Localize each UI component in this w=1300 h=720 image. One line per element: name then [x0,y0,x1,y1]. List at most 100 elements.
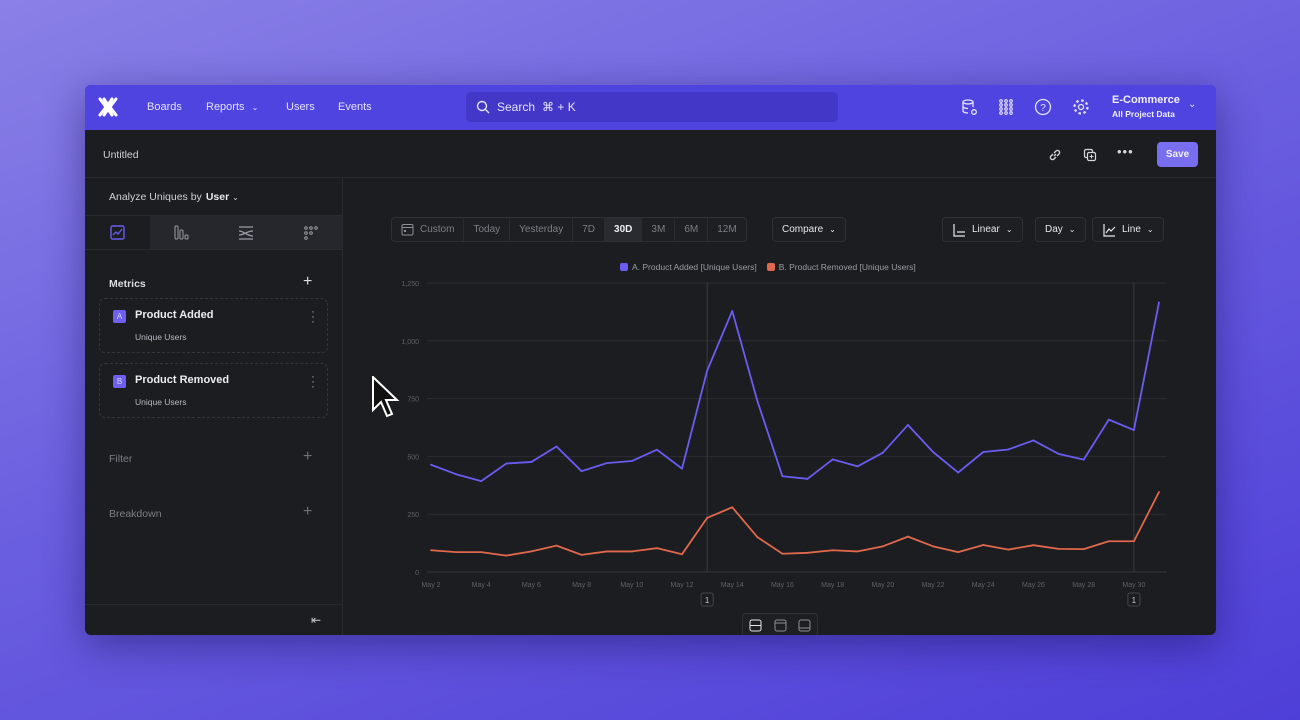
flows-icon [239,226,254,240]
layout-chart-button[interactable] [768,614,793,635]
range-7d[interactable]: 7D [573,218,606,241]
chevron-down-icon: ⌄ [1005,225,1013,234]
metric-card-b[interactable]: B Product Removed Unique Users · · · [99,363,328,418]
y-tick-label: 0 [415,570,419,577]
search-icon [476,100,490,114]
data-point [957,551,960,554]
axis-icon [953,223,965,237]
line-chart: 0 250 500 750 1,000 1,250 May 2 May 4 May 6 May 8… [401,281,1167,607]
data-point [781,475,784,478]
range-12m[interactable]: 12M [717,224,737,235]
scale-dropdown[interactable]: Linear ⌄ [942,217,1023,242]
data-point [1132,540,1135,543]
svg-text:?: ? [1040,103,1046,114]
data-point [555,544,558,547]
legend-item-b[interactable]: B. Product Removed [Unique Users] [766,262,916,272]
range-label: Custom [420,224,455,235]
data-point [731,506,734,509]
data-point [630,460,633,462]
metric-measure[interactable]: Unique Users [135,332,187,342]
nav-boards[interactable]: Boards [147,101,182,113]
help-icon[interactable]: ? [1034,98,1052,116]
tab-retention[interactable] [278,216,343,249]
project-switcher[interactable]: E-Commerce All Project Data [1112,94,1180,119]
data-point [580,470,583,473]
search-label: Search [497,100,536,114]
report-title[interactable]: Untitled [103,149,139,161]
save-button[interactable]: Save [1157,142,1198,167]
project-scope: All Project Data [1112,109,1175,119]
data-point [806,477,809,480]
apps-grid-icon[interactable] [997,98,1015,116]
data-point [1158,301,1160,304]
x-tick-label: May 2 [421,582,440,589]
data-point [1158,491,1160,493]
data-point [430,463,432,466]
date-range-selector: Custom Today Yesterday 7D 30D 3M 6M 12M [391,217,747,242]
duplicate-icon[interactable] [1083,148,1097,162]
nav-reports[interactable]: Reports ⌄ [206,101,258,113]
chevron-down-icon[interactable]: ⌄ [1188,99,1197,110]
data-point [932,545,934,548]
layout-table-button[interactable] [792,614,817,635]
data-point [630,550,633,553]
database-settings-icon[interactable] [960,98,978,116]
tab-flows[interactable] [214,216,279,249]
data-point [856,465,859,468]
x-tick-label: May 22 [922,582,945,589]
data-point [1007,448,1010,451]
add-metric-icon[interactable]: + [303,273,313,290]
top-nav: Boards Reports ⌄ Users Events Search ⌘ +… [85,85,1216,130]
data-point [1082,548,1085,551]
compare-button[interactable]: Compare ⌄ [772,217,846,242]
kebab-menu-icon[interactable]: · · · [311,304,315,328]
data-point [706,369,709,372]
chart-type-dropdown[interactable]: Line ⌄ [1092,217,1164,242]
x-tick-label: May 12 [671,582,694,589]
link-icon[interactable] [1048,148,1062,162]
analyze-by-selector[interactable]: Analyze Uniques by User ⌄ [109,191,239,203]
compare-label: Compare [782,224,824,235]
data-point [455,551,458,554]
range-yesterday[interactable]: Yesterday [510,218,574,241]
x-tick-label: May 14 [721,582,744,589]
interval-dropdown[interactable]: Day ⌄ [1035,217,1086,242]
nav-reports-label: Reports [206,101,245,113]
range-custom[interactable]: Custom [392,218,465,241]
add-breakdown-icon[interactable]: + [303,503,313,520]
tab-funnels[interactable] [149,216,214,249]
data-point [580,553,583,556]
nav-users[interactable]: Users [286,101,315,113]
data-point [756,400,759,402]
range-3m[interactable]: 3M [642,218,676,241]
filter-label: Filter [109,453,133,465]
divider [85,604,342,605]
collapse-panel-icon[interactable]: ⇤ [311,613,322,627]
range-30d[interactable]: 30D [605,218,643,241]
add-filter-icon[interactable]: + [303,448,313,465]
metric-letter-badge: A [113,310,126,323]
chevron-down-icon: ⌄ [232,193,239,202]
metric-card-a[interactable]: A Product Added Unique Users · · · [99,298,328,353]
data-point [555,445,558,448]
nav-events[interactable]: Events [338,101,372,113]
range-today[interactable]: Today [464,218,511,241]
search-input[interactable]: Search ⌘ + K [466,92,838,122]
x-tick-label: May 26 [1022,582,1045,589]
y-tick-label: 500 [407,454,419,461]
kebab-menu-icon[interactable]: · · · [311,369,315,393]
range-6m[interactable]: 6M [675,218,709,241]
settings-gear-icon[interactable] [1072,98,1090,116]
data-point [781,552,784,555]
data-point [756,536,759,538]
logo-icon[interactable] [98,97,118,117]
more-options-icon[interactable]: ••• [1117,144,1134,159]
legend-item-a[interactable]: A. Product Added [Unique Users] [620,262,757,272]
x-tick-label: May 18 [821,582,844,589]
y-tick-label: 1,000 [401,339,419,346]
tab-insights[interactable] [85,216,150,249]
data-point [982,544,985,546]
layout-split-button[interactable] [743,614,768,635]
metric-measure[interactable]: Unique Users [135,397,187,407]
x-tick-label: May 30 [1122,582,1145,589]
